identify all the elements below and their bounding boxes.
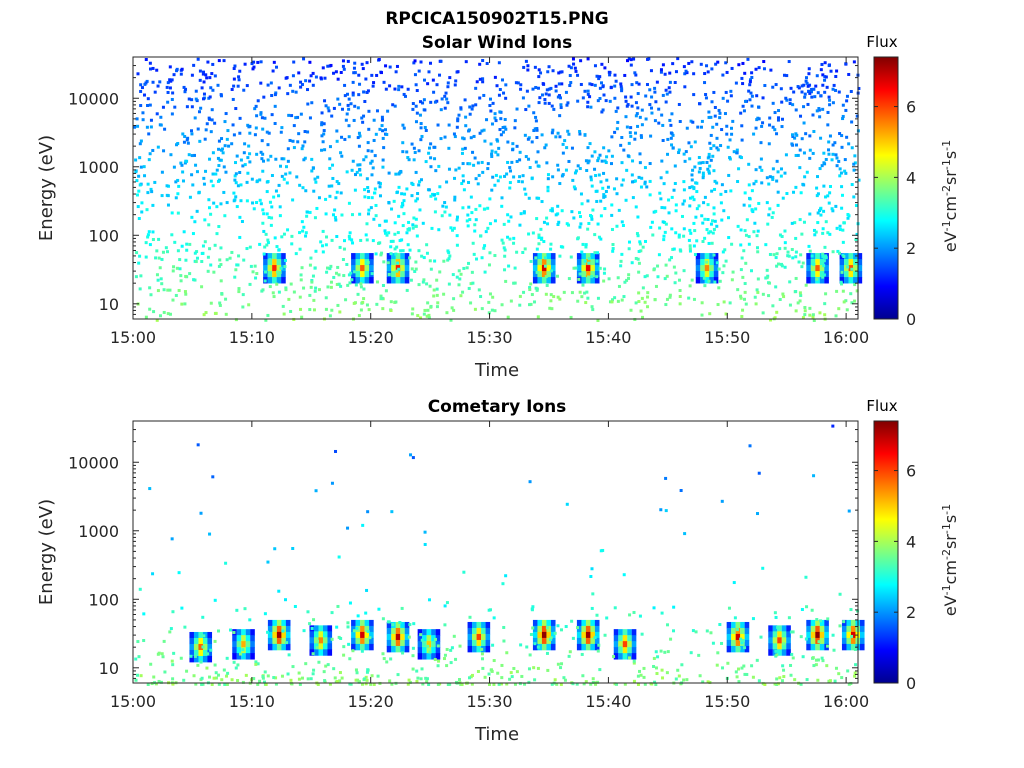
hot-spot (839, 253, 863, 284)
x-tick-label: 16:00 (823, 692, 869, 711)
colorbar-title: Flux (866, 397, 897, 415)
solar-wind-axes: 15:00 15:10 15:20 15:30 15:40 15:50 16:00 10 100… (68, 56, 869, 347)
hot-spot (576, 619, 600, 651)
hot-spot (309, 625, 333, 656)
cometary-colorbar: Flux 0 2 4 6 eV-1cm-2sr-1s-1 (866, 397, 960, 693)
solar-wind-panel: Solar Wind Ions 15:00 15:10 15:20 15:30 15:4… (36, 33, 960, 381)
solar-wind-heatmap (133, 57, 863, 322)
hot-spot (417, 629, 441, 660)
x-tick-label: 15:30 (467, 328, 513, 347)
colorbar-tick-label: 2 (906, 239, 916, 258)
x-tick-label: 15:10 (229, 692, 275, 711)
hot-spot (351, 253, 374, 284)
hot-spot (695, 253, 719, 284)
hot-spot (613, 629, 637, 660)
hot-spot (467, 621, 491, 653)
hot-spot (267, 619, 291, 651)
x-tick-label: 15:20 (348, 692, 394, 711)
colorbar-gradient (873, 56, 899, 320)
x-tick-label: 15:10 (229, 328, 275, 347)
x-tick-label: 15:30 (467, 692, 513, 711)
cometary-heatmap (134, 424, 865, 686)
y-tick-label: 100 (88, 590, 119, 609)
x-tick-label: 15:00 (110, 328, 156, 347)
hot-spot (841, 619, 865, 651)
hot-spot (386, 621, 410, 653)
solar-wind-ylabel: Energy (eV) (36, 135, 57, 241)
colorbar-tick-label: 4 (906, 168, 916, 187)
x-tick-label: 15:50 (704, 328, 750, 347)
y-tick-label: 1000 (78, 158, 119, 177)
hot-spot (351, 619, 374, 651)
colorbar-title: Flux (866, 33, 897, 51)
y-tick-label: 10000 (68, 89, 119, 108)
solar-wind-title: Solar Wind Ions (422, 33, 573, 53)
cometary-ylabel: Energy (eV) (36, 499, 57, 605)
y-tick-label: 10 (99, 295, 119, 314)
hot-spot (532, 619, 556, 651)
y-tick-label: 10000 (68, 453, 119, 472)
hot-spot (232, 629, 255, 660)
x-tick-label: 15:40 (585, 692, 631, 711)
hot-spot (189, 631, 213, 663)
x-tick-label: 16:00 (823, 328, 869, 347)
cometary-panel: Cometary Ions 15:00 15:10 15:20 15:30 15:40 1… (36, 397, 960, 745)
colorbar-tick-label: 0 (906, 674, 916, 693)
hot-spot (806, 619, 829, 651)
cometary-xlabel: Time (474, 724, 519, 745)
colorbar-tick-label: 2 (906, 603, 916, 622)
y-tick-label: 10 (99, 659, 119, 678)
solar-wind-colorbar: Flux 0 2 4 6 eV-1cm-2sr-1s-1 (866, 33, 960, 329)
colorbar-unit: eV-1cm-2sr-1s-1 (940, 504, 960, 616)
x-tick-label: 15:50 (704, 692, 750, 711)
colorbar-unit: eV-1cm-2sr-1s-1 (940, 140, 960, 252)
hot-spot (576, 253, 600, 284)
hot-spot (263, 253, 286, 284)
x-tick-label: 15:00 (110, 692, 156, 711)
cometary-title: Cometary Ions (428, 397, 567, 417)
colorbar-tick-label: 6 (906, 462, 916, 481)
colorbar-tick-label: 6 (906, 98, 916, 117)
hot-spot (386, 253, 410, 284)
colorbar-gradient (873, 420, 899, 684)
hot-spot (768, 625, 791, 656)
spectrogram-texture (133, 57, 861, 322)
y-tick-label: 1000 (78, 522, 119, 541)
figure-title: RPCICA150902T15.PNG (385, 9, 608, 29)
hot-spot (726, 621, 750, 653)
cometary-axes: 15:00 15:10 15:20 15:30 15:40 15:50 16:00 10 100… (68, 420, 869, 711)
colorbar-tick-label: 4 (906, 532, 916, 551)
colorbar-tick-label: 0 (906, 310, 916, 329)
solar-wind-xlabel: Time (474, 360, 519, 381)
hot-spot (532, 253, 556, 284)
x-tick-label: 15:20 (348, 328, 394, 347)
x-tick-label: 15:40 (585, 328, 631, 347)
y-tick-label: 100 (88, 226, 119, 245)
hot-spot (806, 253, 829, 284)
